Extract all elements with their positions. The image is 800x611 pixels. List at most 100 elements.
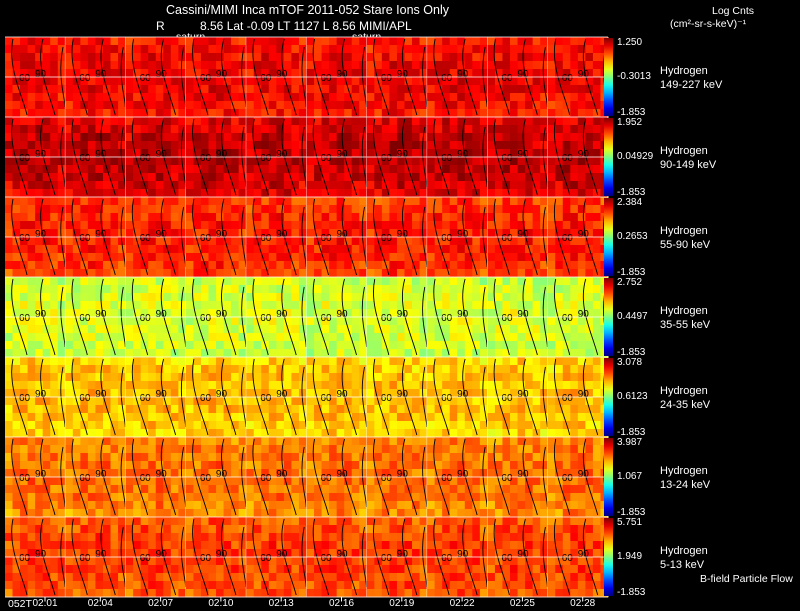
- heatmap-cell: [442, 205, 450, 213]
- heatmap-cell: [103, 181, 111, 189]
- heatmap-cell: [254, 269, 262, 277]
- heatmap-cell: [193, 301, 201, 309]
- heatmap-cell: [480, 197, 488, 205]
- heatmap-cell: [133, 93, 141, 101]
- heatmap-cell: [80, 277, 88, 285]
- heatmap-cell: [201, 277, 209, 285]
- heatmap-cell: [261, 437, 269, 445]
- heatmap-cell: [593, 285, 601, 293]
- heatmap-cell: [178, 429, 186, 437]
- heatmap-cell: [88, 429, 96, 437]
- heatmap-cell: [389, 293, 397, 301]
- contour-label-60: 60: [19, 73, 31, 84]
- heatmap-cell: [548, 333, 556, 341]
- heatmap-cell: [88, 253, 96, 261]
- heatmap-cell: [50, 141, 58, 149]
- heatmap-cell: [374, 37, 382, 45]
- heatmap-cell: [404, 101, 412, 109]
- heatmap-cell: [178, 277, 186, 285]
- heatmap-cell: [156, 181, 164, 189]
- heatmap-cell: [156, 373, 164, 381]
- heatmap-cell: [472, 293, 480, 301]
- heatmap-cell: [510, 181, 518, 189]
- heatmap-cell: [314, 421, 322, 429]
- heatmap-cell: [111, 285, 119, 293]
- heatmap-cell: [50, 117, 58, 125]
- heatmap-cell: [209, 485, 217, 493]
- heatmap-cell: [291, 213, 299, 221]
- heatmap-cell: [487, 101, 495, 109]
- heatmap-cell: [397, 53, 405, 61]
- heatmap-cell: [209, 493, 217, 501]
- heatmap-cell: [65, 261, 73, 269]
- heatmap-cell: [216, 181, 224, 189]
- contour-label-90: 90: [457, 309, 469, 320]
- heatmap-cell: [352, 325, 360, 333]
- heatmap-cell: [276, 349, 284, 357]
- heatmap-cell: [427, 229, 435, 237]
- heatmap-cell: [118, 221, 126, 229]
- heatmap-cell: [472, 93, 480, 101]
- heatmap-cell: [593, 205, 601, 213]
- heatmap-cell: [352, 381, 360, 389]
- heatmap-cell: [133, 509, 141, 517]
- heatmap-cell: [291, 277, 299, 285]
- heatmap-cell: [133, 133, 141, 141]
- heatmap-cell: [389, 197, 397, 205]
- heatmap-cell: [231, 213, 239, 221]
- heatmap-cell: [435, 333, 443, 341]
- heatmap-cell: [563, 365, 571, 373]
- heatmap-cell: [533, 325, 541, 333]
- heatmap-cell: [404, 277, 412, 285]
- heatmap-cell: [111, 405, 119, 413]
- heatmap-cell: [126, 301, 134, 309]
- heatmap-cell: [209, 501, 217, 509]
- heatmap-cell: [495, 189, 503, 197]
- heatmap-cell: [65, 389, 73, 397]
- heatmap-cell: [43, 373, 51, 381]
- heatmap-cell: [518, 349, 526, 357]
- heatmap-cell: [570, 181, 578, 189]
- contour-label-60: 60: [140, 73, 152, 84]
- heatmap-cell: [246, 69, 254, 77]
- heatmap-cell: [397, 165, 405, 173]
- heatmap-cell: [73, 133, 81, 141]
- heatmap-cell: [156, 429, 164, 437]
- heatmap-cell: [126, 309, 134, 317]
- heatmap-cell: [510, 341, 518, 349]
- heatmap-cell: [472, 333, 480, 341]
- heatmap-cell: [563, 141, 571, 149]
- heatmap-cell: [307, 413, 315, 421]
- heatmap-cell: [80, 133, 88, 141]
- heatmap-cell: [193, 101, 201, 109]
- heatmap-cell: [457, 349, 465, 357]
- heatmap-cell: [50, 93, 58, 101]
- heatmap-cell: [171, 333, 179, 341]
- heatmap-cell: [555, 333, 563, 341]
- heatmap-cell: [88, 37, 96, 45]
- heatmap-cell: [487, 189, 495, 197]
- heatmap-cell: [555, 93, 563, 101]
- heatmap-cell: [299, 109, 307, 117]
- heatmap-cell: [65, 429, 73, 437]
- heatmap-cell: [186, 61, 194, 69]
- heatmap-cell: [374, 93, 382, 101]
- heatmap-cell: [291, 141, 299, 149]
- heatmap-cell: [397, 405, 405, 413]
- heatmap-cell: [73, 285, 81, 293]
- heatmap-cell: [239, 309, 247, 317]
- heatmap-cell: [465, 213, 473, 221]
- heatmap-cell: [533, 317, 541, 325]
- heatmap-cell: [548, 93, 556, 101]
- heatmap-cell: [276, 261, 284, 269]
- heatmap-cell: [20, 117, 28, 125]
- heatmap-cell: [510, 101, 518, 109]
- heatmap-cell: [472, 245, 480, 253]
- heatmap-cell: [495, 277, 503, 285]
- heatmap-cell: [246, 325, 254, 333]
- heatmap-cell: [231, 53, 239, 61]
- heatmap-cell: [13, 261, 21, 269]
- heatmap-cell: [374, 197, 382, 205]
- heatmap-cell: [73, 413, 81, 421]
- heatmap-cell: [65, 69, 73, 77]
